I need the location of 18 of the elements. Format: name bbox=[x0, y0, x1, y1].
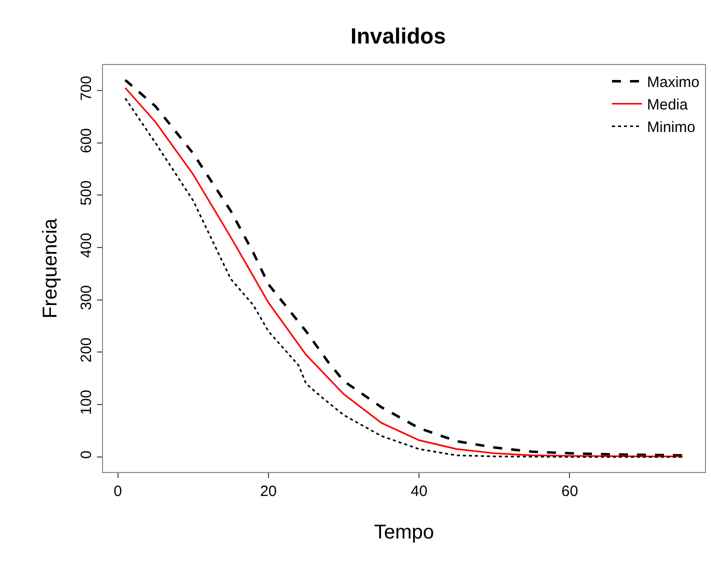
y-tick-label: 500 bbox=[78, 180, 95, 206]
y-tick-label: 400 bbox=[78, 232, 95, 258]
y-axis-title: Frequencia bbox=[40, 218, 62, 319]
legend-label: Maximo bbox=[647, 74, 700, 92]
legend-label: Media bbox=[647, 96, 689, 114]
legend-label: Minimo bbox=[647, 119, 696, 136]
y-tick-label: 600 bbox=[78, 128, 95, 154]
x-tick-label: 0 bbox=[114, 483, 122, 500]
y-tick-label: 0 bbox=[78, 450, 95, 459]
y-tick-label: 700 bbox=[78, 76, 95, 101]
y-tick-label: 300 bbox=[78, 285, 95, 310]
x-tick-label: 60 bbox=[561, 483, 578, 500]
x-tick-label: 20 bbox=[260, 483, 277, 500]
y-tick-label: 200 bbox=[78, 337, 95, 363]
x-axis-title: Tempo bbox=[374, 522, 434, 544]
y-tick-label: 100 bbox=[78, 390, 95, 415]
chart-title: Invalidos bbox=[350, 24, 446, 49]
x-tick-label: 40 bbox=[410, 483, 428, 500]
